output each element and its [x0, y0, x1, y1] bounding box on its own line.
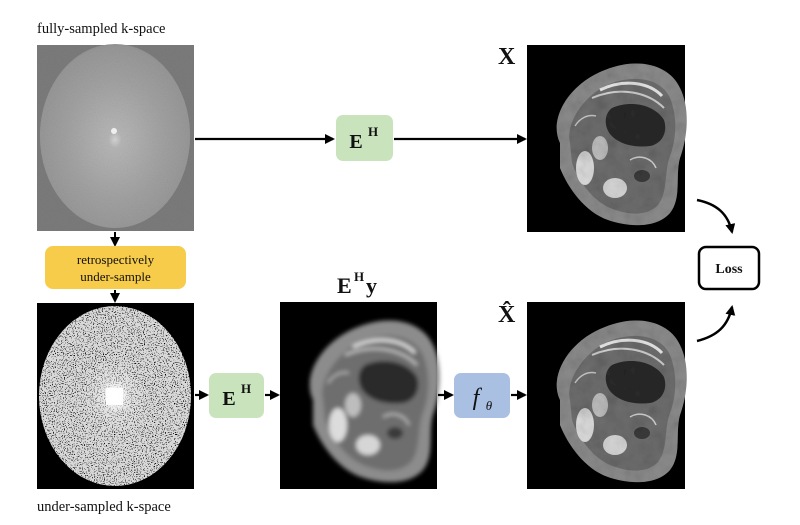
caption-fully-sampled: fully-sampled k-space — [37, 21, 165, 37]
ground-truth-image-x — [527, 45, 689, 232]
label-x: X — [498, 44, 516, 70]
label-x-hat: X̂ — [498, 301, 516, 328]
ehy-sup: H — [354, 269, 364, 284]
under-sampled-kspace-image — [37, 303, 194, 489]
retro-label-line1: retrospectively — [77, 252, 155, 267]
eh-top-sup: H — [368, 124, 378, 139]
eh-top-base: E — [349, 131, 362, 153]
label-ehy: E H y — [337, 269, 377, 298]
arrow-x-to-loss — [696, 198, 736, 234]
f-theta-sub: θ — [486, 398, 493, 413]
eh-operator-top: E H — [336, 115, 393, 161]
caption-under-sampled: under-sampled k-space — [37, 499, 171, 515]
eh-operator-bottom: E H — [209, 373, 264, 418]
fully-sampled-kspace-image — [37, 44, 194, 231]
retro-label-line2: under-sample — [80, 269, 151, 284]
f-theta-base: f — [473, 385, 483, 411]
zero-filled-image-ehy — [280, 302, 442, 489]
loss-label: Loss — [715, 262, 743, 277]
reconstruction-image-xhat — [527, 302, 689, 489]
loss-box: Loss — [697, 245, 761, 291]
eh-bottom-base: E — [222, 388, 235, 410]
retro-undersample-box: retrospectively under-sample — [45, 246, 186, 289]
ehy-base: E — [337, 273, 352, 298]
eh-bottom-sup: H — [241, 381, 251, 396]
arrow-xhat-to-loss — [696, 305, 736, 343]
f-theta-network: f θ — [454, 373, 510, 418]
ehy-tail: y — [366, 273, 377, 298]
